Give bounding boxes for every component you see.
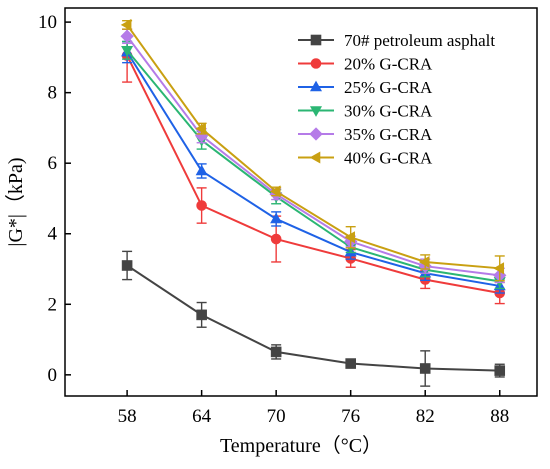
y-tick-label: 4 (48, 224, 58, 245)
data-point (418, 255, 430, 268)
y-axis-title: |G*|（kPa) (4, 157, 27, 246)
data-point (196, 200, 207, 211)
data-point (120, 29, 134, 43)
y-tick-label: 6 (48, 153, 58, 174)
legend-marker (309, 151, 321, 164)
legend-label: 20% G-CRA (344, 55, 433, 74)
legend-item-6: 40% G-CRA (298, 149, 433, 168)
legend-item-3: 25% G-CRA (298, 78, 433, 97)
series-line (126, 24, 500, 270)
data-point (196, 309, 207, 321)
y-tick-label: 0 (48, 365, 58, 386)
legend-label: 40% G-CRA (344, 149, 433, 168)
legend-item-2: 20% G-CRA (298, 55, 433, 74)
y-tick-label: 10 (38, 12, 57, 33)
series-line (126, 35, 500, 277)
series-6 (120, 18, 505, 282)
data-point (270, 346, 282, 358)
data-point (344, 231, 355, 244)
x-tick-label: 64 (192, 406, 212, 427)
data-point (493, 262, 505, 275)
legend-marker (309, 127, 323, 141)
series-2 (121, 28, 506, 305)
legend-marker (310, 34, 322, 46)
x-tick-label: 70 (267, 406, 286, 427)
legend-marker (309, 80, 323, 92)
series-line (126, 49, 500, 283)
legend-marker (310, 58, 322, 69)
data-point (120, 18, 132, 31)
x-tick-label: 82 (416, 406, 435, 427)
legend-label: 35% G-CRA (344, 125, 433, 144)
data-point (419, 363, 431, 374)
y-tick-label: 8 (48, 83, 58, 104)
x-tick-label: 88 (490, 406, 509, 427)
legend-marker (309, 106, 323, 117)
legend-label: 25% G-CRA (344, 78, 433, 97)
data-point (270, 233, 282, 245)
series-line (126, 55, 500, 294)
data-point (195, 164, 208, 176)
y-tick-label: 2 (48, 294, 58, 315)
legend-label: 70# petroleum asphalt (344, 31, 495, 50)
x-tick-label: 76 (341, 406, 360, 427)
x-tick-label: 58 (118, 406, 137, 427)
legend-label: 30% G-CRA (344, 102, 433, 121)
series-line (126, 51, 500, 287)
data-point (121, 260, 133, 271)
series-3 (121, 40, 506, 294)
data-point (269, 185, 281, 198)
data-point (345, 358, 356, 369)
data-point (270, 212, 283, 224)
plot-frame (64, 7, 538, 397)
legend-item-1: 70# petroleum asphalt (298, 31, 495, 50)
series-line (126, 264, 500, 372)
data-point (121, 46, 134, 57)
series-1 (121, 250, 506, 387)
series-4 (121, 40, 506, 290)
data-point (494, 365, 506, 376)
legend-item-4: 30% G-CRA (298, 102, 433, 121)
legend-item-5: 35% G-CRA (298, 125, 433, 144)
x-axis-title: Temperature（°C） (220, 434, 382, 457)
data-point (195, 122, 206, 135)
